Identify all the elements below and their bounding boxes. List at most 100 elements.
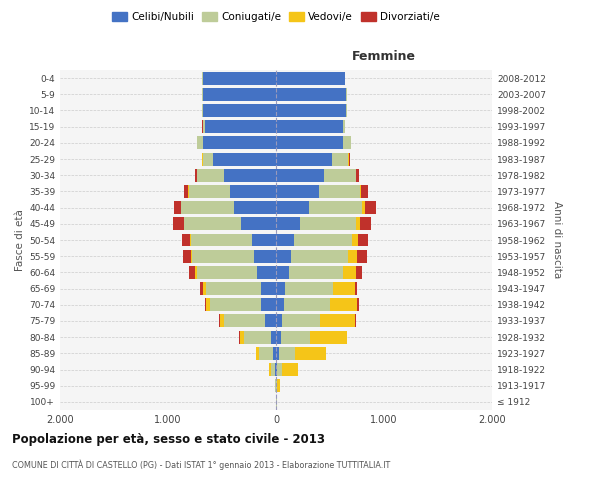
Bar — [276, 266, 289, 279]
Bar — [234, 201, 276, 214]
Bar — [276, 152, 332, 166]
Bar — [276, 136, 343, 149]
Bar — [276, 169, 323, 181]
Bar — [365, 201, 376, 214]
Bar — [276, 298, 284, 311]
Bar — [192, 250, 254, 262]
Bar — [256, 347, 259, 360]
Bar — [276, 250, 291, 262]
Bar — [352, 234, 358, 246]
Bar — [191, 234, 252, 246]
Bar — [257, 266, 276, 279]
Text: Femmine: Femmine — [352, 50, 416, 63]
Bar — [360, 185, 361, 198]
Bar — [276, 347, 279, 360]
Bar — [330, 298, 357, 311]
Text: COMUNE DI CITTÀ DI CASTELLO (PG) - Dati ISTAT 1° gennaio 2013 - Elaborazione TUT: COMUNE DI CITTÀ DI CASTELLO (PG) - Dati … — [12, 459, 390, 469]
Bar — [361, 185, 368, 198]
Bar — [205, 120, 276, 133]
Bar — [209, 298, 262, 311]
Bar — [265, 314, 276, 328]
Bar — [349, 250, 357, 262]
Bar — [332, 152, 349, 166]
Bar — [244, 330, 271, 344]
Bar — [224, 169, 276, 181]
Bar — [276, 120, 343, 133]
Bar — [276, 104, 346, 117]
Bar — [206, 282, 261, 295]
Bar — [259, 347, 274, 360]
Bar — [252, 234, 276, 246]
Bar — [289, 266, 343, 279]
Bar — [275, 363, 276, 376]
Bar — [349, 152, 350, 166]
Bar — [206, 298, 209, 311]
Bar — [254, 250, 276, 262]
Bar — [220, 314, 224, 328]
Bar — [261, 282, 276, 295]
Bar — [214, 152, 276, 166]
Bar — [203, 72, 276, 85]
Bar — [191, 250, 192, 262]
Bar — [277, 363, 283, 376]
Bar — [355, 282, 357, 295]
Bar — [319, 185, 360, 198]
Bar — [200, 282, 203, 295]
Text: Popolazione per età, sesso e stato civile - 2013: Popolazione per età, sesso e stato civil… — [12, 432, 325, 446]
Bar — [360, 218, 371, 230]
Bar — [356, 169, 359, 181]
Bar — [197, 266, 257, 279]
Bar — [295, 347, 326, 360]
Y-axis label: Fasce di età: Fasce di età — [15, 209, 25, 271]
Bar — [276, 88, 346, 101]
Bar — [188, 185, 230, 198]
Bar — [241, 218, 276, 230]
Bar — [310, 201, 362, 214]
Bar — [320, 314, 355, 328]
Bar — [276, 185, 319, 198]
Bar — [310, 330, 347, 344]
Bar — [182, 234, 190, 246]
Y-axis label: Anni di nascita: Anni di nascita — [551, 202, 562, 278]
Bar — [276, 330, 281, 344]
Bar — [283, 363, 298, 376]
Bar — [274, 347, 276, 360]
Bar — [343, 136, 350, 149]
Bar — [343, 120, 345, 133]
Bar — [203, 152, 214, 166]
Bar — [240, 330, 244, 344]
Bar — [323, 169, 356, 181]
Bar — [173, 218, 184, 230]
Bar — [284, 282, 333, 295]
Bar — [224, 314, 265, 328]
Bar — [279, 347, 295, 360]
Bar — [195, 266, 197, 279]
Bar — [262, 298, 276, 311]
Bar — [184, 218, 241, 230]
Bar — [362, 201, 365, 214]
Bar — [203, 88, 276, 101]
Bar — [276, 363, 277, 376]
Bar — [269, 363, 271, 376]
Bar — [357, 298, 359, 311]
Bar — [276, 72, 345, 85]
Bar — [355, 314, 356, 328]
Bar — [357, 250, 367, 262]
Bar — [300, 218, 356, 230]
Bar — [184, 185, 188, 198]
Bar — [203, 120, 205, 133]
Bar — [197, 169, 224, 181]
Bar — [333, 282, 355, 295]
Bar — [197, 136, 203, 149]
Bar — [356, 218, 360, 230]
Bar — [291, 250, 349, 262]
Legend: Celibi/Nubili, Coniugati/e, Vedovi/e, Divorziati/e: Celibi/Nubili, Coniugati/e, Vedovi/e, Di… — [108, 8, 444, 26]
Bar — [181, 201, 234, 214]
Bar — [203, 104, 276, 117]
Bar — [219, 314, 220, 328]
Bar — [276, 201, 310, 214]
Bar — [276, 234, 295, 246]
Bar — [174, 201, 181, 214]
Bar — [276, 314, 283, 328]
Bar — [358, 234, 368, 246]
